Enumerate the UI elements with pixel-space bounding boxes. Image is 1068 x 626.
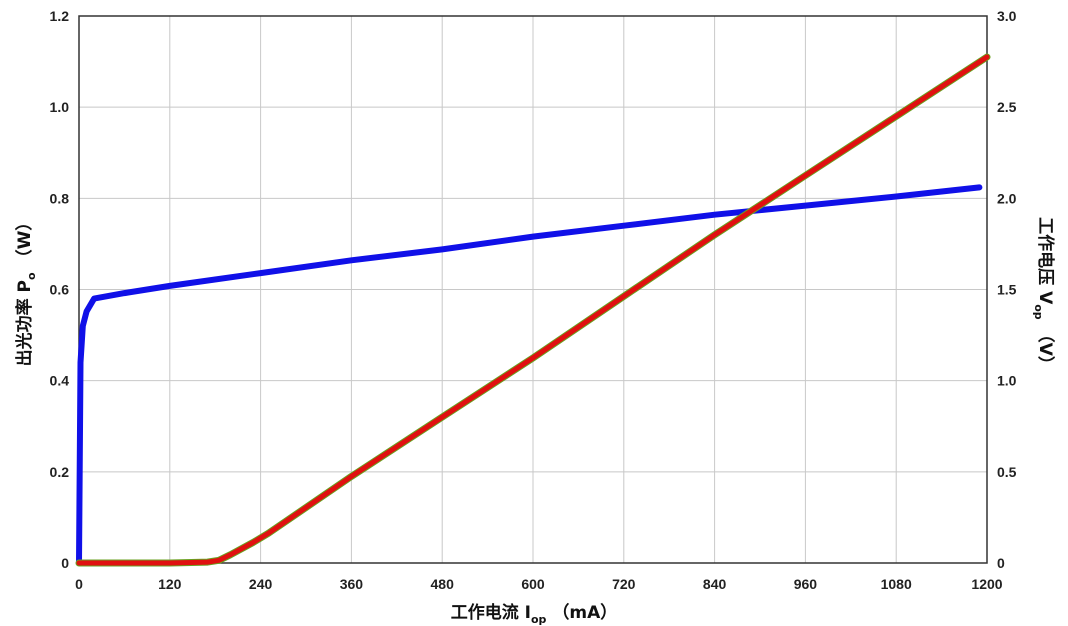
x-tick-label: 1200 bbox=[971, 576, 1002, 592]
x-tick-label: 960 bbox=[794, 576, 818, 592]
series-group bbox=[75, 53, 991, 567]
x-tick-label: 120 bbox=[158, 576, 182, 592]
y-right-axis-title: 工作电压 Vop（V） bbox=[1032, 217, 1056, 373]
x-tick-label: 0 bbox=[75, 576, 83, 592]
series-line-voltage bbox=[76, 184, 983, 566]
series-line-power bbox=[76, 54, 990, 566]
y-left-tick-label: 0.2 bbox=[50, 464, 70, 480]
plot-frame bbox=[78, 15, 988, 564]
y-right-tick-labels: 0 0.5 1.0 1.5 2.0 2.5 3.0 bbox=[997, 8, 1017, 571]
y-left-tick-label: 0.8 bbox=[50, 190, 70, 206]
y-left-tick-label: 0.6 bbox=[50, 282, 70, 298]
y-right-tick-label: 0 bbox=[997, 555, 1005, 571]
y-right-tick-label: 3.0 bbox=[997, 8, 1017, 24]
x-tick-label: 720 bbox=[612, 576, 636, 592]
y-left-tick-label: 0.4 bbox=[50, 373, 70, 389]
y-right-tick-label: 2.0 bbox=[997, 190, 1017, 206]
y-left-tick-label: 1.2 bbox=[50, 8, 70, 24]
y-left-axis-title: 出光功率 Po（W） bbox=[14, 214, 38, 367]
x-tick-label: 1080 bbox=[881, 576, 912, 592]
y-left-tick-label: 0 bbox=[61, 555, 69, 571]
grid bbox=[78, 15, 988, 564]
x-tick-labels: 0 120 240 360 480 600 720 840 960 1080 1200 bbox=[75, 576, 1003, 592]
x-tick-label: 360 bbox=[340, 576, 364, 592]
y-right-tick-label: 0.5 bbox=[997, 464, 1017, 480]
y-right-tick-label: 2.5 bbox=[997, 99, 1017, 115]
y-right-tick-label: 1.5 bbox=[997, 282, 1017, 298]
y-right-tick-label: 1.0 bbox=[997, 373, 1017, 389]
y-left-tick-labels: 0 0.2 0.4 0.6 0.8 1.0 1.2 bbox=[50, 8, 70, 571]
x-tick-label: 240 bbox=[249, 576, 273, 592]
x-tick-label: 600 bbox=[521, 576, 545, 592]
y-left-tick-label: 1.0 bbox=[50, 99, 70, 115]
x-tick-label: 840 bbox=[703, 576, 727, 592]
x-tick-label: 480 bbox=[431, 576, 455, 592]
x-axis-title: 工作电流 Iop （mA） bbox=[451, 602, 618, 626]
